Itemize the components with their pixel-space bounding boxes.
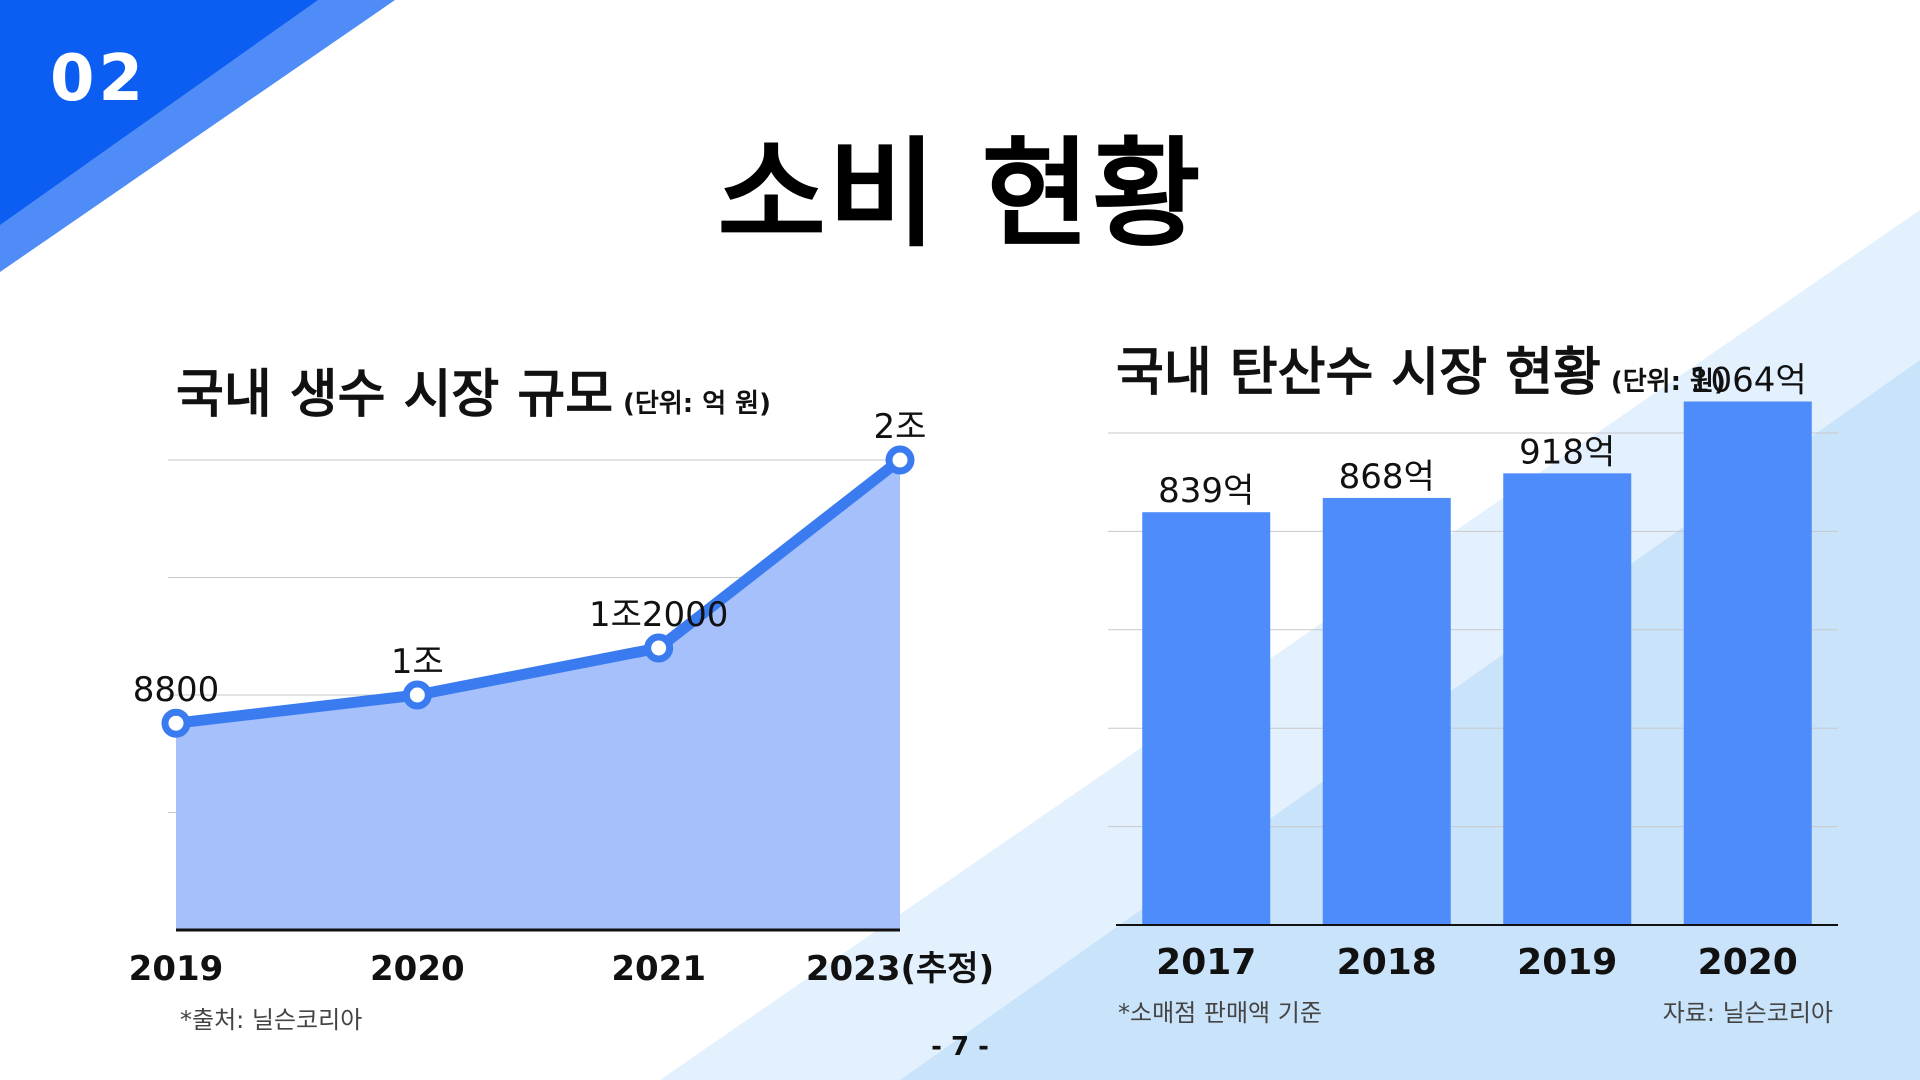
bar-chart-data-label: 918억	[1519, 432, 1615, 472]
bar-chart-x-tick-label: 2019	[1517, 942, 1617, 983]
line-chart-area	[176, 460, 900, 930]
line-chart-point	[644, 633, 674, 663]
line-chart-title-text: 국내 생수 시장 규모	[176, 365, 614, 425]
bar-chart-bar	[1322, 497, 1451, 925]
section-number: 02	[50, 42, 148, 116]
line-chart-point	[885, 445, 915, 475]
line-chart-x-tick-label: 2021	[611, 949, 706, 989]
bar-chart-title: 국내 탄산수 시장 현황 (단위: 원)	[1116, 330, 1726, 405]
page-number: - 7 -	[931, 1032, 989, 1062]
bar-chart-source-note: 자료: 닐슨코리아	[1662, 999, 1833, 1027]
bar-chart-title-text: 국내 탄산수 시장 현황	[1116, 343, 1601, 403]
line-chart-x-tick-label: 2019	[129, 949, 224, 989]
line-chart-unit: (단위: 억 원)	[623, 389, 771, 419]
corner-triangle-dark	[0, 0, 318, 225]
bar-chart-data-label: 868억	[1339, 457, 1435, 497]
page-title: 소비 현황	[717, 125, 1203, 263]
line-chart-x-tick-label: 2020	[370, 949, 465, 989]
line-chart-source-note: *출처: 닐슨코리아	[180, 1006, 363, 1034]
line-chart-title: 국내 생수 시장 규모 (단위: 억 원)	[176, 352, 771, 427]
bar-chart-unit: (단위: 원)	[1610, 367, 1726, 397]
bar-chart-bar	[1503, 473, 1632, 925]
bar-chart-bar	[1683, 401, 1812, 926]
bar-chart-data-label: 1064억	[1689, 361, 1807, 401]
line-chart-data-label: 2조	[874, 407, 927, 447]
bar-chart-x-tick-label: 2020	[1698, 942, 1798, 983]
line-chart-data-label: 8800	[133, 670, 220, 710]
line-chart-series-line	[170, 454, 906, 729]
line-chart-point	[402, 680, 432, 710]
bar-chart-x-tick-label: 2018	[1337, 942, 1437, 983]
line-chart-x-tick-label: 2023(추정)	[806, 949, 994, 989]
bar-chart-x-tick-label: 2017	[1156, 942, 1256, 983]
line-chart-data-label: 1조2000	[589, 595, 728, 635]
line-chart-data-label: 1조	[391, 642, 444, 682]
line-chart-point	[161, 708, 191, 738]
bar-chart-basis-note: *소매점 판매액 기준	[1118, 999, 1322, 1027]
bar-chart-bar	[1142, 512, 1271, 925]
bar-chart-data-label: 839억	[1158, 471, 1254, 511]
